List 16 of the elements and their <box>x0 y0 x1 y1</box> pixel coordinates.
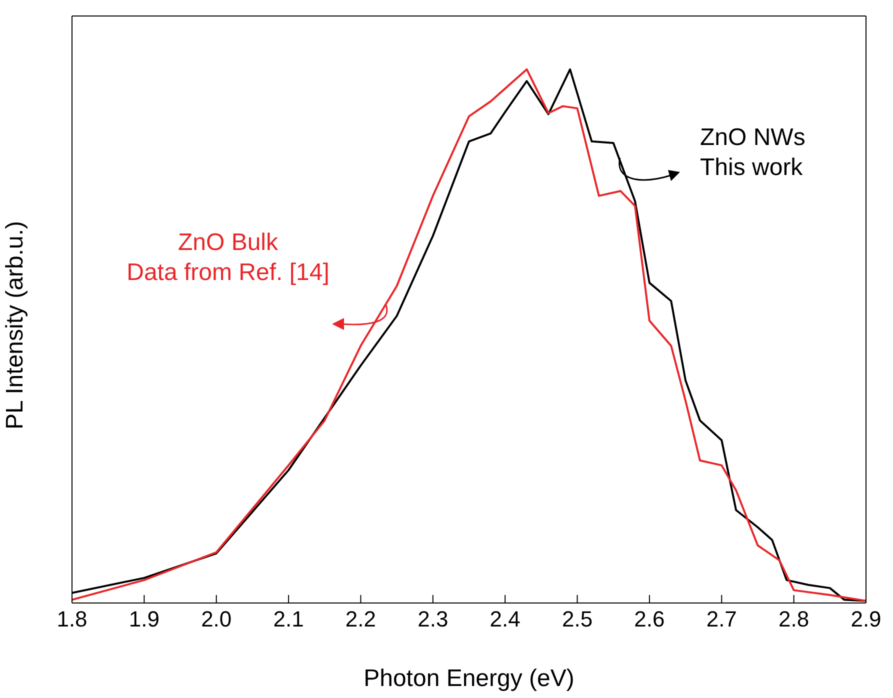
x-tick-label: 2.9 <box>850 606 882 632</box>
x-axis-title: Photon Energy (eV) <box>364 665 574 692</box>
annotation: ZnO Bulk Data from Ref. [14] <box>126 229 330 286</box>
x-tick-label: 2.6 <box>634 606 665 632</box>
x-tick-label: 2.2 <box>345 606 376 632</box>
x-tick-label: 2.5 <box>562 606 593 632</box>
x-tick-label: 2.4 <box>490 606 520 632</box>
y-axis-title: PL Intensity (arb.u.) <box>2 220 29 430</box>
x-tick-label: 2.1 <box>273 606 304 632</box>
x-tick-label: 2.7 <box>706 606 737 632</box>
x-tick-label: 2.0 <box>201 606 232 632</box>
x-tick-label: 2.3 <box>418 606 448 632</box>
x-tick-label: 2.8 <box>778 606 810 632</box>
annotation: ZnO NWs This work <box>700 124 806 181</box>
x-tick-label: 1.8 <box>56 606 88 632</box>
x-tick-label: 1.9 <box>128 606 160 632</box>
